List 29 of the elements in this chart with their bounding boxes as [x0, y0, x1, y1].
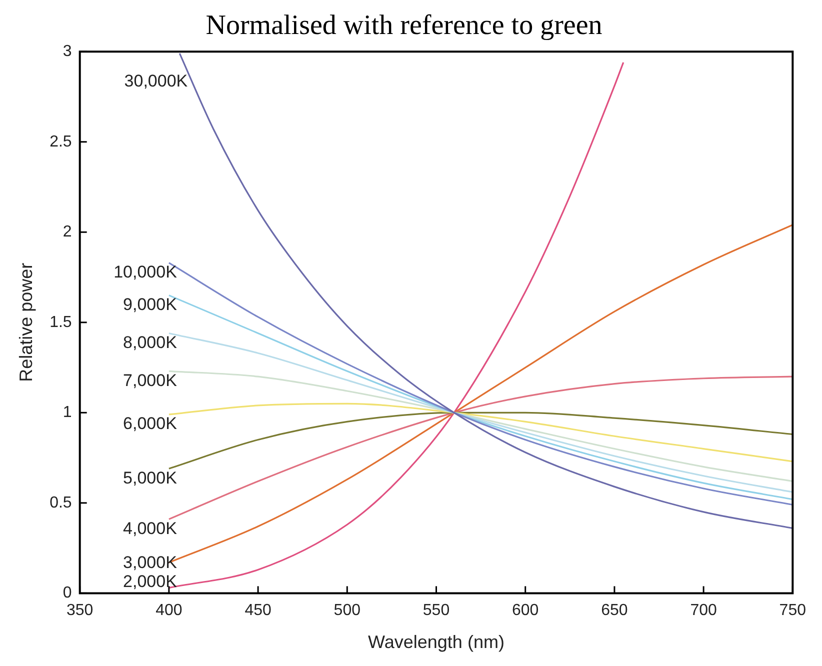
y-axis-title: Relative power	[16, 262, 36, 382]
y-tick-label: 1.5	[50, 314, 72, 331]
x-tick-label: 400	[156, 602, 182, 620]
y-tick-label: 2	[62, 224, 72, 241]
series-label: 30,000K	[124, 71, 188, 90]
x-axis-title: Wavelength (nm)	[368, 632, 504, 652]
series-label: 3,000K	[123, 552, 178, 572]
series-label: 8,000K	[123, 332, 178, 352]
y-tick-label: 0.5	[50, 494, 72, 512]
x-tick-label: 450	[244, 602, 272, 620]
x-tick-label: 600	[512, 602, 539, 620]
series-label: 9,000K	[123, 295, 178, 314]
y-tick-label: 0	[62, 584, 72, 602]
x-tick-label: 650	[601, 602, 628, 620]
y-tick-label: 2.5	[50, 133, 72, 150]
chart-title: Normalised with reference to green	[206, 10, 602, 42]
series-label: 7,000K	[123, 370, 178, 390]
series-label: 10,000K	[114, 262, 178, 282]
x-tick-label: 500	[334, 602, 361, 620]
series-label: 5,000K	[123, 468, 178, 488]
x-tick-label: 750	[779, 602, 806, 620]
y-tick-label: 3	[62, 43, 72, 60]
series-label: 4,000K	[123, 518, 178, 538]
x-tick-label: 550	[422, 602, 450, 620]
series-label: 6,000K	[123, 414, 178, 434]
x-tick-label: 350	[66, 602, 94, 620]
y-tick-label: 1	[62, 404, 72, 422]
x-tick-label: 700	[690, 602, 717, 620]
series-label: 2,000K	[123, 572, 178, 591]
